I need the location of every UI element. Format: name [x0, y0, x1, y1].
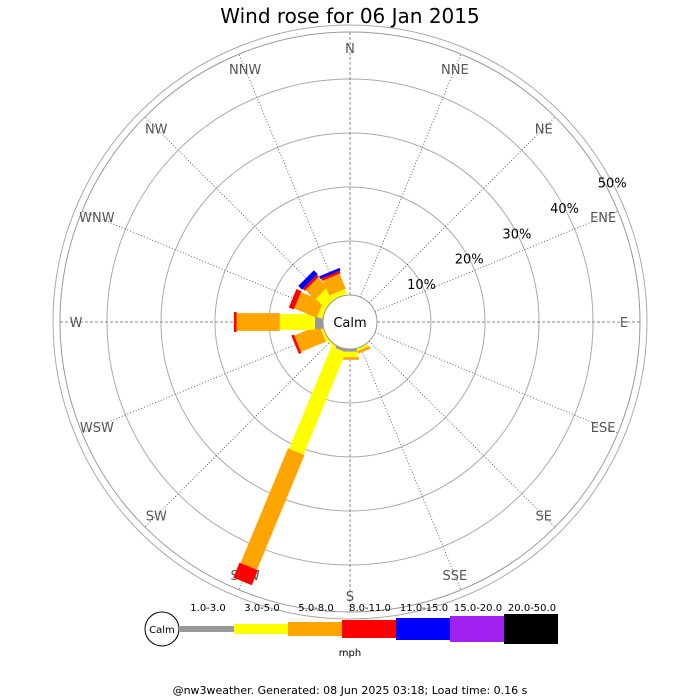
bar-nw-5-0-8-0 [305, 277, 328, 300]
legend-swatch-5-0-8-0 [288, 622, 342, 636]
ring-label-40: 40% [550, 202, 579, 217]
direction-label-ene: ENE [590, 211, 616, 226]
spoke-ene [374, 210, 619, 313]
legend-calm-label: Calm [149, 625, 175, 636]
bar-wsw-5-0-8-0 [294, 325, 326, 352]
bar-w-8-0-11-0 [233, 312, 237, 332]
direction-label-ese: ESE [591, 421, 616, 436]
legend-swatch-11-0-15-0 [396, 618, 450, 640]
legend-unit: mph [338, 648, 362, 659]
direction-label-wsw: WSW [80, 421, 114, 436]
ring-50-pct [52, 24, 648, 620]
bar-wnw-8-0-11-0 [288, 289, 302, 310]
spoke-ne [368, 116, 556, 304]
spoke-nnw [238, 53, 341, 298]
legend-swatch-1-0-3-0 [180, 626, 234, 632]
bar-ssw-8-0-11-0 [233, 562, 258, 586]
ring-label-20: 20% [455, 253, 484, 268]
bar-ssw-5-0-8-0 [240, 448, 305, 570]
chart-title: Wind rose for 06 Jan 2015 [220, 4, 480, 28]
direction-label-n: N [345, 42, 355, 57]
footer-text: @nw3weather. Generated: 08 Jun 2025 03:1… [172, 684, 528, 697]
bar-w-3-0-5-0 [279, 314, 315, 330]
legend-swatch-8-0-11-0 [342, 620, 396, 638]
direction-label-s: S [346, 590, 354, 605]
bar-wsw-8-0-11-0 [291, 334, 302, 354]
legend-swatch-3-0-5-0 [234, 624, 288, 634]
bar-w-1-0-3-0 [314, 315, 323, 329]
ring-label-50: 50% [598, 177, 627, 192]
spoke-wsw [81, 331, 326, 434]
direction-label-se: SE [536, 510, 552, 525]
direction-label-w: W [70, 316, 83, 331]
ring-label-10: 10% [407, 278, 436, 293]
legend-label-20-0-50-0: 20.0-50.0 [508, 603, 556, 614]
legend-label-11-0-15-0: 11.0-15.0 [400, 603, 448, 614]
bar-s-5-0-8-0 [341, 357, 359, 360]
spoke-se [368, 340, 556, 528]
spoke-nne [359, 53, 462, 298]
bar-nnw-11-0-15-0 [319, 267, 341, 279]
legend-label-15-0-20-0: 15.0-20.0 [454, 603, 502, 614]
direction-label-e: E [620, 316, 628, 331]
bar-s-1-0-3-0 [343, 349, 357, 352]
bar-wsw-3-0-5-0 [319, 325, 329, 341]
legend-label-1-0-3-0: 1.0-3.0 [190, 603, 225, 614]
ring-label-30: 30% [502, 227, 531, 242]
bar-nnw-5-0-8-0 [323, 273, 346, 296]
spoke-wnw [81, 210, 326, 313]
direction-label-nnw: NNW [229, 63, 261, 78]
spoke-ese [374, 331, 619, 434]
bar-nnw-3-0-5-0 [330, 289, 347, 301]
spoke-nw [144, 116, 332, 304]
bar-sse-3-0-5-0 [353, 343, 369, 353]
calm-label: Calm [333, 316, 366, 331]
direction-label-ne: NE [535, 122, 553, 137]
bar-nnw-8-0-11-0 [321, 270, 341, 281]
spoke-sw [144, 340, 332, 528]
legend-swatch-20-0-50-0 [504, 614, 558, 644]
direction-label-wnw: WNW [79, 211, 115, 226]
bar-nw-11-0-15-0 [298, 270, 318, 290]
bar-w-5-0-8-0 [236, 313, 280, 331]
direction-label-nw: NW [145, 122, 168, 137]
bar-nw-8-0-11-0 [302, 274, 319, 291]
direction-label-sw: SW [146, 510, 167, 525]
spoke-sse [359, 346, 462, 591]
legend-swatch-15-0-20-0 [450, 616, 504, 642]
bar-s-3-0-5-0 [342, 351, 358, 358]
legend-label-3-0-5-0: 3.0-5.0 [244, 603, 279, 614]
direction-label-nne: NNE [441, 63, 469, 78]
legend-label-5-0-8-0: 5.0-8.0 [298, 603, 333, 614]
legend-label-8-0-11-0: 8.0-11.0 [349, 603, 391, 614]
direction-label-sse: SSE [442, 569, 467, 584]
bar-ssw-3-0-5-0 [289, 346, 346, 455]
calm-circle [322, 294, 378, 350]
legend-calm-circle [144, 611, 180, 647]
